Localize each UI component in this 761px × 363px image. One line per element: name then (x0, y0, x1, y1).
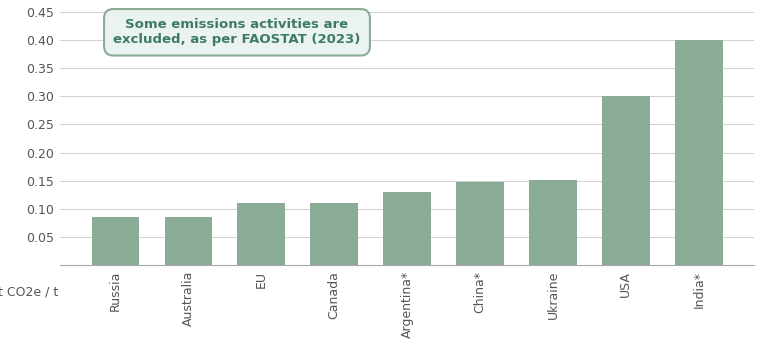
Bar (310, 203, 358, 265)
Bar (457, 182, 504, 265)
Bar (91, 217, 139, 265)
Bar (602, 96, 650, 265)
Bar (529, 180, 577, 265)
Bar (164, 217, 212, 265)
Bar (384, 192, 431, 265)
Text: Some emissions activities are
excluded, as per FAOSTAT (2023): Some emissions activities are excluded, … (113, 18, 361, 46)
Text: t CO2e / t: t CO2e / t (0, 285, 58, 298)
Bar (237, 203, 285, 265)
Bar (675, 40, 722, 265)
